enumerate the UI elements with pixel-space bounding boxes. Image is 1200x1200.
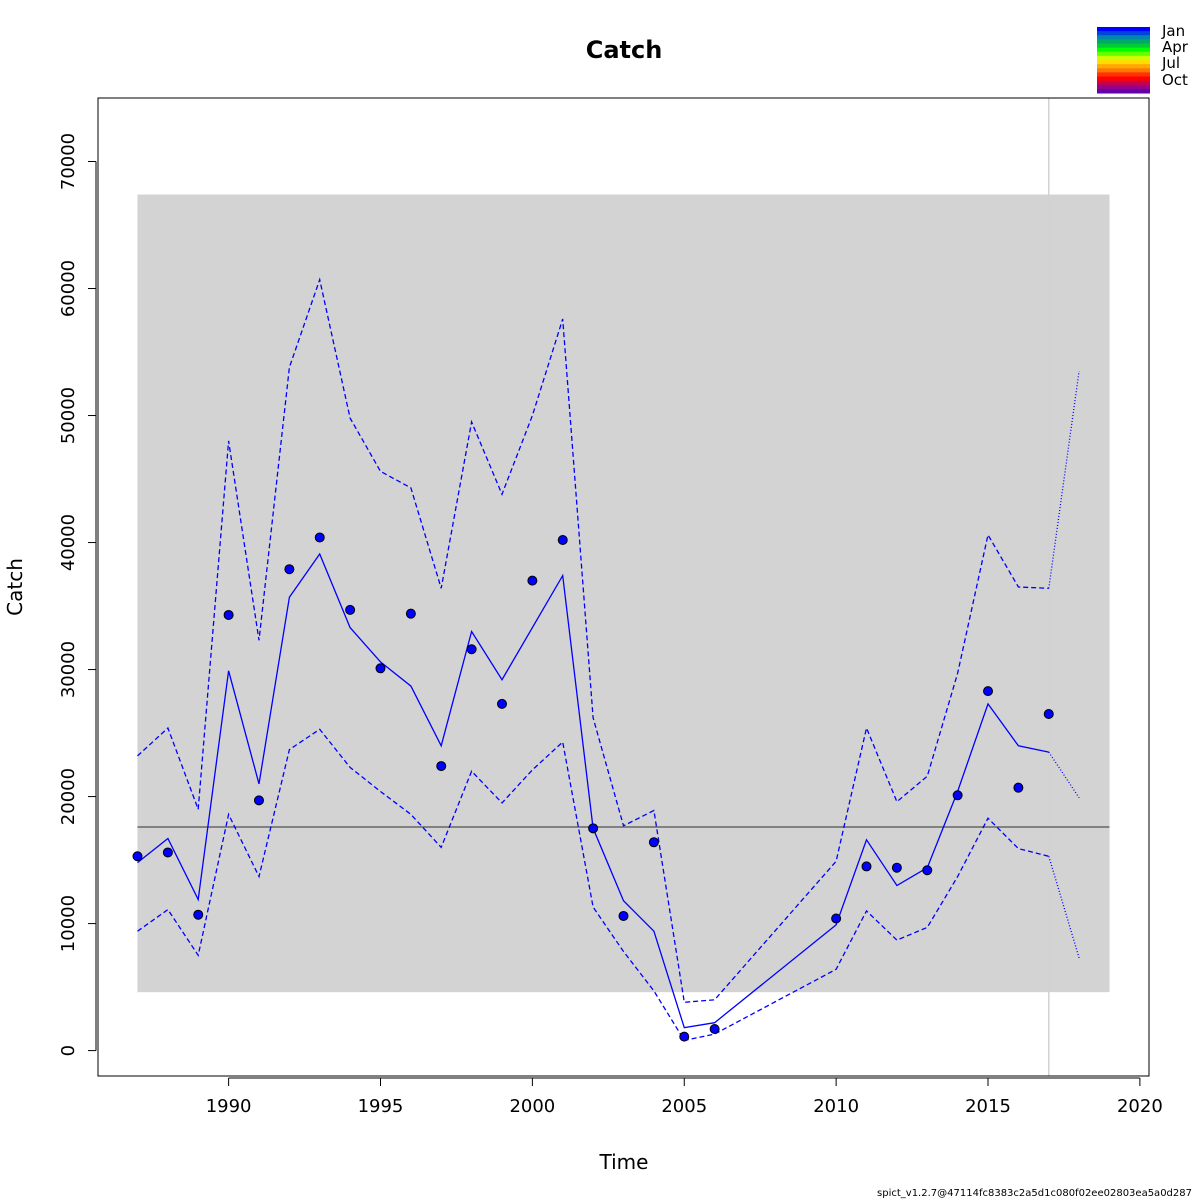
- observed-point: [891, 862, 902, 873]
- observed-point: [466, 644, 477, 655]
- y-tick-label: 10000: [58, 895, 79, 952]
- observed-point: [405, 608, 416, 619]
- reference-line-layer: [137, 98, 1110, 1076]
- y-tick-label: 40000: [58, 514, 79, 571]
- y-tick-label: 50000: [58, 387, 79, 444]
- y-axis-label: Catch: [3, 558, 27, 616]
- observed-point: [223, 609, 234, 620]
- observed-point: [679, 1031, 690, 1042]
- x-tick-label: 2015: [965, 1096, 1011, 1117]
- observed-point: [709, 1024, 720, 1035]
- legend-color-swatch: [1097, 84, 1150, 90]
- observed-points-layer: [132, 532, 1054, 1042]
- x-tick-label: 1995: [358, 1096, 404, 1117]
- series-line-dashed-1: [137, 277, 1049, 1003]
- observed-point: [496, 698, 507, 709]
- version-footer: spict_v1.2.7@47114fc8383c2a5d1c080f02ee0…: [877, 1188, 1192, 1199]
- observed-point: [375, 663, 386, 674]
- observed-point: [527, 575, 538, 586]
- y-tick-label: 70000: [58, 133, 79, 190]
- axes-layer: 1990 1995 2000 2005 2010 2015 2020 0 10000 20000 3…: [58, 133, 1163, 1117]
- chart-title: Catch: [586, 36, 663, 64]
- observed-point: [952, 790, 963, 801]
- plot-frame: [97, 97, 1150, 1077]
- observed-point: [831, 913, 842, 924]
- shaded-band: [137, 194, 1110, 993]
- observed-point: [1043, 709, 1054, 720]
- series-line-solid-0: [137, 552, 1049, 1029]
- observed-point: [618, 910, 629, 921]
- series-layer: [137, 277, 1080, 1042]
- observed-point: [314, 532, 325, 543]
- y-tick-label: 0: [58, 1045, 79, 1056]
- legend-color-swatch: [1097, 27, 1150, 32]
- legend-label: Apr: [1162, 38, 1189, 56]
- observed-point: [648, 837, 659, 848]
- series-line-dotted-3: [1048, 751, 1080, 799]
- observed-point: [557, 535, 568, 546]
- legend-color-swatch: [1097, 55, 1150, 61]
- confidence-band-layer: [137, 194, 1110, 993]
- observed-point: [922, 865, 933, 876]
- x-tick-label: 1990: [206, 1096, 252, 1117]
- y-tick-label: 60000: [58, 260, 79, 317]
- series-line-dotted-4: [1048, 371, 1080, 589]
- observed-point: [193, 909, 204, 920]
- x-tick-label: 2000: [509, 1096, 555, 1117]
- y-tick-label: 20000: [58, 768, 79, 825]
- x-tick-label: 2005: [661, 1096, 707, 1117]
- observed-point: [1013, 782, 1024, 793]
- legend-label: Jul: [1161, 54, 1180, 72]
- x-axis-label: Time: [599, 1150, 649, 1174]
- legend-color-swatch: [1097, 68, 1150, 73]
- legend-color-swatch: [1097, 60, 1150, 65]
- observed-point: [588, 823, 599, 834]
- legend-color-swatch: [1097, 43, 1150, 49]
- legend-color-swatch: [1097, 35, 1150, 40]
- legend-color-swatch: [1097, 88, 1150, 94]
- observed-point: [345, 604, 356, 615]
- observed-point: [861, 861, 872, 872]
- legend-color-swatch: [1097, 51, 1150, 57]
- observed-point: [162, 847, 173, 858]
- observed-point: [983, 686, 994, 697]
- observed-point: [132, 851, 143, 862]
- x-tick-label: 2010: [813, 1096, 859, 1117]
- legend-color-swatch: [1097, 39, 1150, 45]
- legend-color-swatch: [1097, 80, 1150, 86]
- observed-point: [436, 761, 447, 772]
- legend-color-swatch: [1097, 31, 1150, 36]
- x-tick-label: 2020: [1117, 1096, 1163, 1117]
- legend-label: Jan: [1161, 22, 1185, 40]
- observed-point: [284, 564, 295, 575]
- observed-point: [253, 795, 264, 806]
- legend-color-swatch: [1097, 72, 1150, 78]
- legend-color-swatch: [1097, 47, 1150, 53]
- series-line-dashed-2: [137, 728, 1049, 1042]
- legend-color-swatch: [1097, 64, 1150, 69]
- legend-label: Oct: [1162, 71, 1188, 89]
- legend-color-swatch: [1097, 76, 1150, 82]
- y-tick-label: 30000: [58, 641, 79, 698]
